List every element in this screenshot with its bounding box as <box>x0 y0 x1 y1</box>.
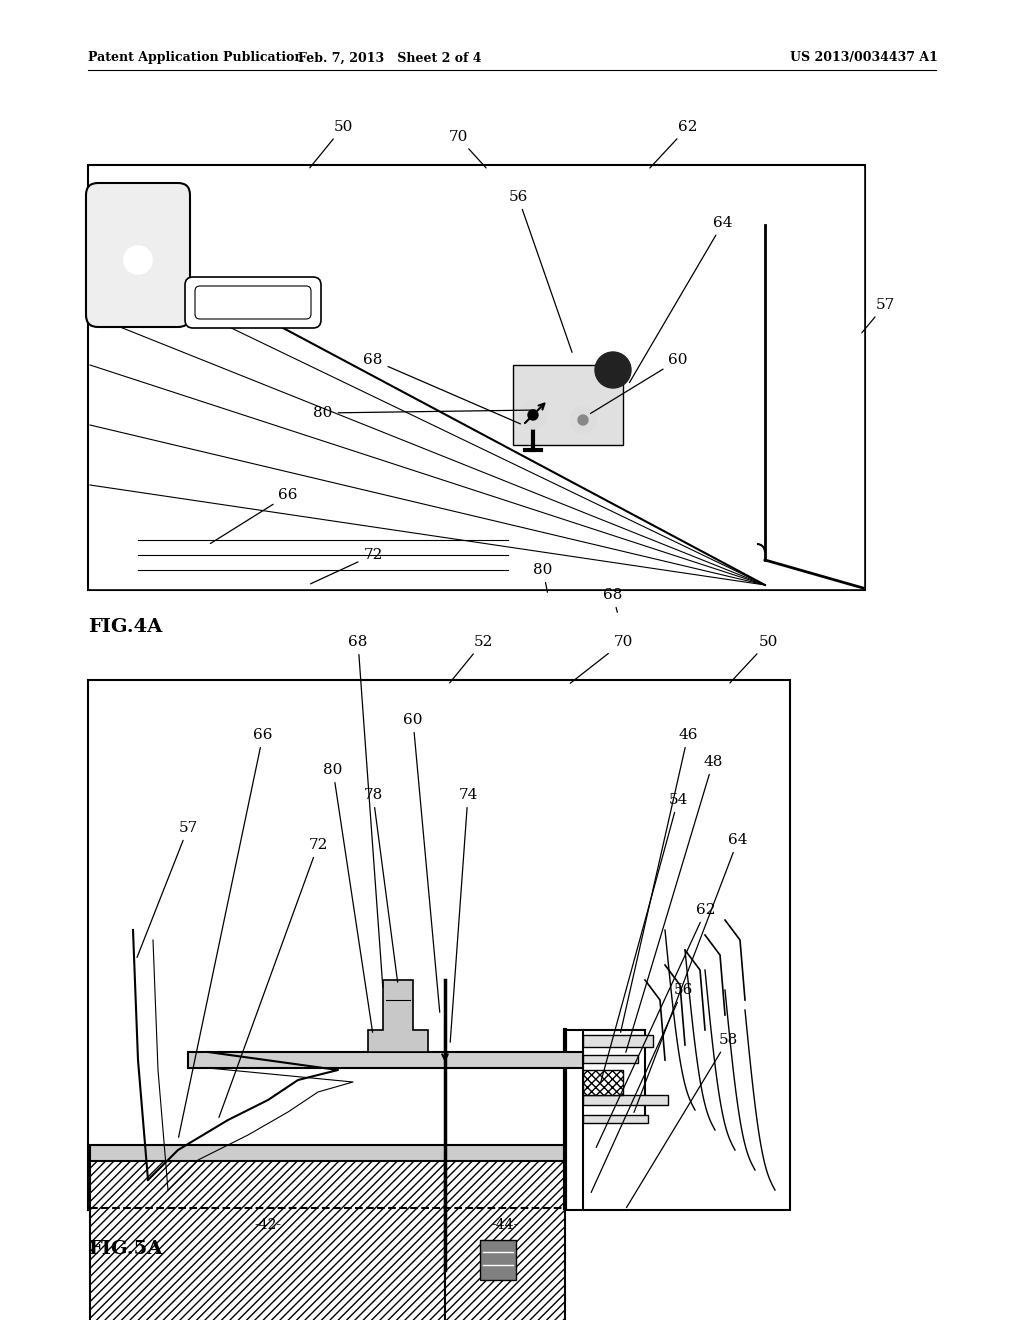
Text: 50: 50 <box>730 635 777 682</box>
Text: 57: 57 <box>862 298 895 333</box>
Text: 80: 80 <box>313 407 536 420</box>
Text: 80: 80 <box>534 564 553 593</box>
Bar <box>90 1144 565 1162</box>
Bar <box>445 1160 565 1320</box>
Text: 74: 74 <box>451 788 477 1043</box>
Text: 50: 50 <box>309 120 352 168</box>
Text: 64: 64 <box>634 833 748 1113</box>
Text: 60: 60 <box>591 352 688 413</box>
Text: FIG.5A: FIG.5A <box>88 1239 163 1258</box>
Text: 46: 46 <box>621 729 697 1032</box>
Bar <box>480 1239 516 1280</box>
Text: 52: 52 <box>450 635 493 682</box>
Text: 60: 60 <box>403 713 439 1012</box>
Bar <box>88 165 865 590</box>
Bar <box>513 366 623 445</box>
Text: 62: 62 <box>650 120 697 168</box>
Bar <box>583 1096 668 1105</box>
Text: 57: 57 <box>137 821 198 957</box>
Text: 70: 70 <box>449 129 486 168</box>
Circle shape <box>578 414 588 425</box>
Circle shape <box>528 411 538 420</box>
Text: 68: 68 <box>603 587 623 612</box>
Text: FIG.4A: FIG.4A <box>88 618 162 636</box>
FancyBboxPatch shape <box>195 286 311 319</box>
Text: 64: 64 <box>630 216 733 383</box>
Text: 72: 72 <box>310 548 383 583</box>
Text: -42-: -42- <box>254 1218 281 1232</box>
Bar <box>583 1115 648 1123</box>
Text: Patent Application Publication: Patent Application Publication <box>88 51 303 65</box>
Text: 56: 56 <box>508 190 572 352</box>
Circle shape <box>595 352 631 388</box>
Text: 70: 70 <box>570 635 633 684</box>
Polygon shape <box>90 168 863 587</box>
Text: 80: 80 <box>324 763 373 1032</box>
Bar <box>90 1160 445 1320</box>
Text: 54: 54 <box>601 793 688 1082</box>
Text: 66: 66 <box>210 488 298 544</box>
Polygon shape <box>368 979 428 1052</box>
Bar <box>583 1055 638 1063</box>
Text: Feb. 7, 2013   Sheet 2 of 4: Feb. 7, 2013 Sheet 2 of 4 <box>298 51 481 65</box>
Text: -44-: -44- <box>492 1218 518 1232</box>
Text: US 2013/0034437 A1: US 2013/0034437 A1 <box>790 51 938 65</box>
Text: 62: 62 <box>596 903 716 1147</box>
Bar <box>583 1071 623 1096</box>
Text: 72: 72 <box>219 838 328 1118</box>
Text: 78: 78 <box>364 788 397 982</box>
Circle shape <box>124 246 152 275</box>
Text: 66: 66 <box>178 729 272 1138</box>
FancyBboxPatch shape <box>185 277 321 327</box>
Bar <box>88 680 790 1210</box>
Bar <box>583 1035 653 1047</box>
Text: 48: 48 <box>626 755 723 1052</box>
Bar <box>188 1052 583 1068</box>
Text: 68: 68 <box>364 352 520 424</box>
Text: 68: 68 <box>348 635 383 987</box>
Text: 58: 58 <box>627 1034 737 1208</box>
Circle shape <box>570 407 596 433</box>
FancyBboxPatch shape <box>86 183 190 327</box>
Circle shape <box>519 401 547 429</box>
Text: 56: 56 <box>591 983 692 1192</box>
